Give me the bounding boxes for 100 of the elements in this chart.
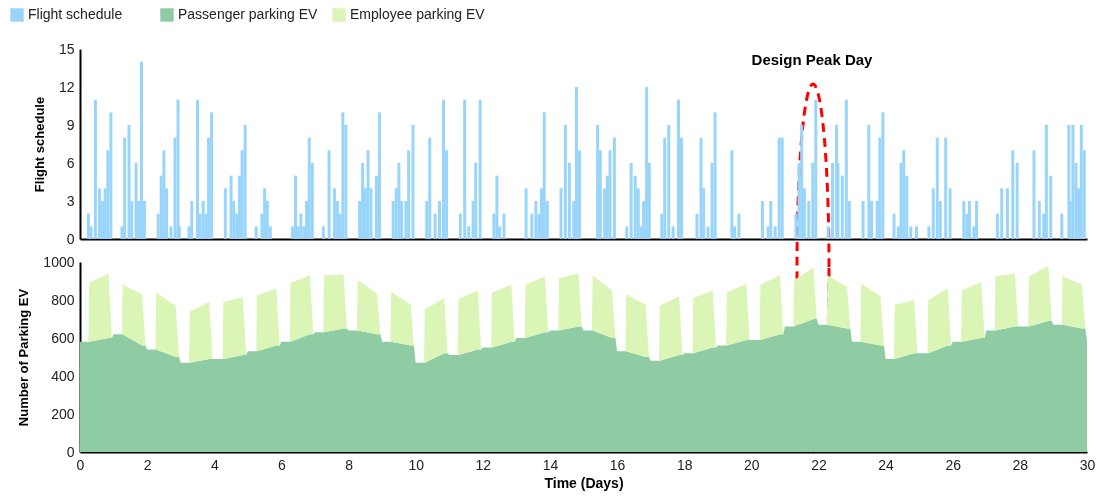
bar — [542, 112, 546, 239]
bar — [780, 137, 784, 239]
bar — [109, 112, 113, 239]
x-tick-label: 24 — [878, 456, 895, 473]
bar — [377, 112, 381, 239]
bar — [195, 99, 199, 239]
x-tick-label: 16 — [609, 456, 626, 473]
bar — [299, 213, 303, 239]
y-axis-title: Flight schedule — [31, 96, 47, 193]
bar — [361, 163, 365, 239]
y-tick-label: 400 — [51, 367, 75, 384]
bar — [524, 188, 528, 239]
y-tick-label: 800 — [51, 291, 75, 308]
bar — [190, 201, 194, 239]
bar — [574, 87, 578, 239]
bar — [341, 112, 345, 239]
bar — [176, 99, 180, 239]
bar — [596, 125, 600, 239]
bar — [1032, 150, 1036, 239]
bar — [944, 137, 948, 239]
bar — [332, 188, 336, 239]
bar — [474, 163, 478, 239]
bar — [892, 213, 896, 239]
y-tick-label: 1000 — [43, 253, 75, 270]
bar — [927, 226, 931, 239]
x-tick-label: 12 — [475, 456, 492, 473]
bar — [699, 137, 703, 239]
bar — [800, 125, 804, 239]
bar — [502, 213, 506, 239]
bar — [93, 99, 97, 239]
bar — [86, 213, 90, 239]
bar — [730, 150, 734, 239]
y-tick-label: 600 — [51, 329, 75, 346]
bar — [294, 175, 297, 239]
x-tick-label: 2 — [143, 456, 152, 473]
bar — [210, 112, 214, 239]
bar — [321, 226, 325, 239]
bar — [737, 213, 741, 239]
bar — [1005, 188, 1009, 239]
bar — [902, 150, 906, 239]
bar — [307, 137, 311, 239]
bar — [1044, 125, 1048, 239]
bar — [478, 99, 482, 239]
bar — [254, 226, 258, 239]
bar — [629, 163, 633, 239]
bar — [534, 201, 538, 239]
legend-label: Passenger parking EV — [178, 6, 318, 22]
x-tick-label: 8 — [345, 456, 354, 473]
bar — [139, 61, 143, 239]
bar — [645, 87, 649, 239]
x-tick-label: 14 — [542, 456, 559, 473]
annotation: Design Peak Day — [751, 51, 874, 68]
x-tick-label: 26 — [945, 456, 962, 473]
bar — [397, 163, 401, 239]
bar — [671, 226, 675, 239]
bar — [962, 201, 966, 239]
x-axis-title: Time (Days) — [544, 474, 624, 491]
x-tick-label: 30 — [1079, 456, 1096, 473]
y-tick-label: 9 — [66, 116, 75, 133]
bar — [327, 150, 331, 239]
bar — [411, 125, 415, 239]
y-tick-label: 6 — [66, 154, 75, 171]
bar — [263, 188, 267, 239]
bar — [563, 125, 567, 239]
bar — [935, 137, 939, 239]
bar — [428, 137, 432, 239]
x-tick-label: 20 — [744, 456, 760, 473]
y-tick-label: 0 — [66, 443, 75, 460]
y-tick-label: 15 — [58, 40, 75, 57]
bar — [713, 112, 717, 239]
bar — [495, 175, 499, 239]
x-tick-label: 22 — [811, 456, 827, 473]
bar — [612, 137, 616, 239]
bar — [867, 125, 871, 239]
bar — [948, 188, 952, 239]
bar — [861, 201, 865, 239]
bar — [1037, 201, 1041, 239]
bar — [223, 188, 227, 239]
legend-label: Flight schedule — [28, 6, 123, 22]
x-tick-label: 28 — [1012, 456, 1029, 473]
x-tick-label: 10 — [408, 456, 425, 473]
bar — [162, 150, 166, 239]
x-tick-label: 6 — [278, 456, 286, 473]
y-tick-label: 12 — [58, 78, 75, 95]
bar — [914, 226, 918, 239]
bar — [123, 137, 127, 239]
bar — [1011, 150, 1015, 239]
bar — [844, 99, 848, 239]
bar — [1071, 125, 1075, 239]
bar — [814, 99, 818, 239]
y-tick-label: 3 — [66, 192, 75, 209]
bar — [769, 201, 773, 239]
bar — [968, 201, 972, 239]
bar — [1000, 188, 1004, 239]
bar — [366, 150, 370, 239]
bar — [975, 201, 979, 239]
bar — [881, 112, 885, 239]
bar — [442, 99, 446, 239]
bar — [676, 99, 680, 239]
bar — [1015, 163, 1019, 239]
